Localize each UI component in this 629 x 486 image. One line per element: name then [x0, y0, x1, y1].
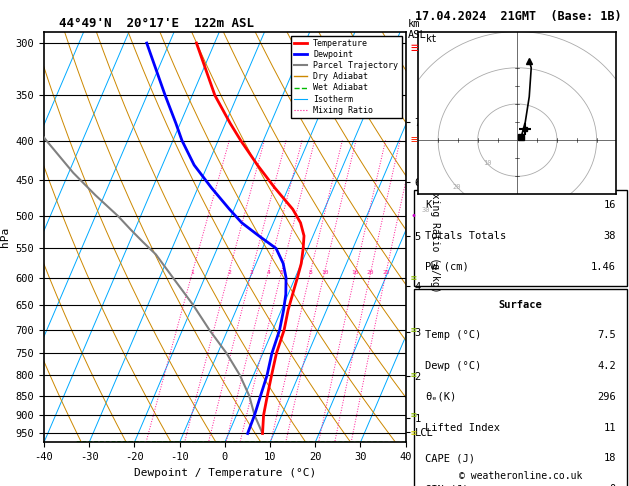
Text: 0: 0	[610, 484, 616, 486]
Text: © weatheronline.co.uk: © weatheronline.co.uk	[459, 471, 582, 482]
Text: θₑ(K): θₑ(K)	[425, 392, 456, 402]
Text: 10: 10	[482, 160, 491, 166]
Text: CIN (J): CIN (J)	[425, 484, 469, 486]
Text: K: K	[425, 200, 431, 210]
Text: Temp (°C): Temp (°C)	[425, 330, 481, 341]
Text: 17.04.2024  21GMT  (Base: 1B): 17.04.2024 21GMT (Base: 1B)	[415, 10, 621, 23]
Text: 5: 5	[280, 270, 283, 275]
Text: ≡: ≡	[411, 429, 416, 438]
Text: 2: 2	[227, 270, 231, 275]
Text: Lifted Index: Lifted Index	[425, 423, 500, 433]
Text: Surface: Surface	[499, 300, 542, 310]
Bar	[414, 190, 627, 286]
Text: ≡: ≡	[411, 136, 418, 145]
Text: 4.2: 4.2	[597, 361, 616, 371]
Text: ≡: ≡	[411, 42, 418, 55]
Text: 1.46: 1.46	[591, 262, 616, 272]
X-axis label: Dewpoint / Temperature (°C): Dewpoint / Temperature (°C)	[134, 468, 316, 478]
Text: 16: 16	[352, 270, 359, 275]
Text: 16: 16	[603, 200, 616, 210]
Text: Totals Totals: Totals Totals	[425, 231, 506, 241]
Text: 1: 1	[191, 270, 194, 275]
Text: ≡: ≡	[411, 370, 416, 380]
Text: ≡: ≡	[411, 273, 416, 283]
Text: ASL: ASL	[408, 30, 426, 40]
Text: CAPE (J): CAPE (J)	[425, 453, 475, 464]
Text: 44°49'N  20°17'E  122m ASL: 44°49'N 20°17'E 122m ASL	[44, 17, 254, 31]
Text: 25: 25	[382, 270, 390, 275]
Text: Dewp (°C): Dewp (°C)	[425, 361, 481, 371]
Text: ≡: ≡	[411, 410, 416, 420]
Text: 10: 10	[321, 270, 328, 275]
Text: ≡: ≡	[411, 325, 416, 335]
Y-axis label: hPa: hPa	[0, 227, 10, 247]
Text: km: km	[408, 19, 420, 29]
Text: 20: 20	[452, 184, 461, 190]
Text: kt: kt	[426, 35, 438, 44]
Bar	[414, 289, 627, 486]
Text: 38: 38	[603, 231, 616, 241]
Text: 3: 3	[250, 270, 253, 275]
Legend: Temperature, Dewpoint, Parcel Trajectory, Dry Adiabat, Wet Adiabat, Isotherm, Mi: Temperature, Dewpoint, Parcel Trajectory…	[291, 36, 401, 118]
Text: 4: 4	[266, 270, 270, 275]
Text: 20: 20	[367, 270, 374, 275]
Text: 11: 11	[603, 423, 616, 433]
Text: PW (cm): PW (cm)	[425, 262, 469, 272]
Text: 7.5: 7.5	[597, 330, 616, 341]
Y-axis label: Mixing Ratio (g/kg): Mixing Ratio (g/kg)	[430, 181, 440, 293]
Text: 18: 18	[603, 453, 616, 464]
Text: 296: 296	[597, 392, 616, 402]
Text: •: •	[411, 211, 416, 221]
Text: 30: 30	[422, 207, 430, 213]
Text: 8: 8	[308, 270, 312, 275]
